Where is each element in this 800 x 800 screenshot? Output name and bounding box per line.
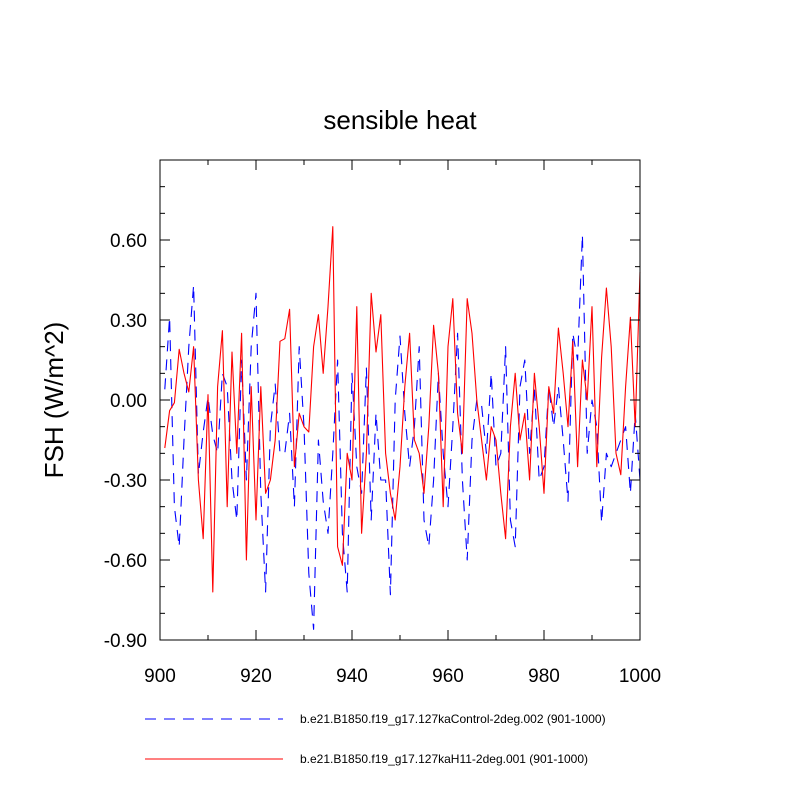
y-tick-label: -0.30 — [104, 471, 147, 492]
x-tick-label: 900 — [144, 666, 176, 687]
legend-label-1: b.e21.B1850.f19_g17.127kaControl-2deg.00… — [300, 712, 606, 726]
y-tick-label: 0.30 — [110, 311, 147, 332]
x-tick-label: 960 — [432, 666, 464, 687]
plot-frame — [159, 159, 641, 641]
x-tick-label: 980 — [528, 666, 560, 687]
x-tick-label: 1000 — [619, 666, 661, 687]
x-tick-label: 940 — [336, 666, 368, 687]
legend: b.e21.B1850.f19_g17.127kaControl-2deg.00… — [145, 712, 606, 766]
y-tick-label: 0.00 — [110, 391, 147, 412]
y-tick-label: -0.90 — [104, 631, 147, 652]
plot-area: 900 920 940 960 980 1000 -0.90 -0.60 -0.30 0.00 0.… — [104, 159, 661, 687]
x-tick-label: 920 — [240, 666, 272, 687]
series-line-2 — [164, 226, 641, 593]
series-line-1 — [164, 234, 641, 630]
chart-title: sensible heat — [323, 105, 477, 135]
y-tick-label: -0.60 — [104, 551, 147, 572]
legend-label-2: b.e21.B1850.f19_g17.127kaH11-2deg.001 (9… — [300, 752, 588, 766]
y-tick-label: 0.60 — [110, 231, 147, 252]
y-axis-title: FSH (W/m^2) — [39, 322, 69, 479]
